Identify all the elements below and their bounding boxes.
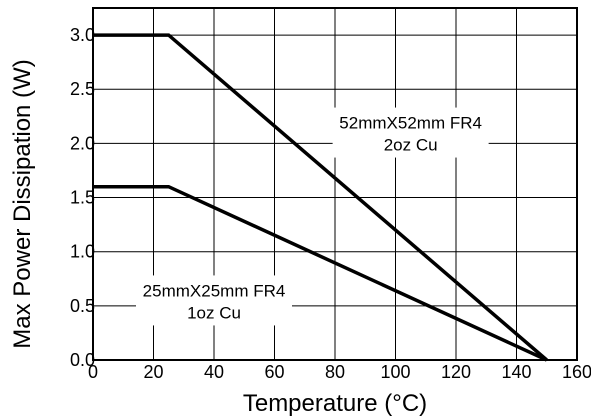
grid-lines [93,8,577,360]
x-tick-label: 100 [380,362,410,382]
x-tick-label: 80 [325,362,345,382]
annotations: 52mmX52mm FR4 2oz Cu 25mmX25mm FR4 1oz Cu [136,107,489,326]
series-line [93,184,548,362]
y-tick-label: 2.0 [70,133,95,153]
x-tick-label: 120 [441,362,471,382]
x-tick-label: 20 [143,362,163,382]
x-tick-label: 0 [88,362,98,382]
annotation-text: 25mmX25mm FR4 [143,281,286,300]
y-tick-label: 3.0 [70,25,95,45]
annotation-text: 52mmX52mm FR4 [339,114,482,133]
y-tick-label: 1.0 [70,242,95,262]
annotation-background [136,275,292,326]
x-tick-label: 60 [264,362,284,382]
series-line [93,33,548,362]
y-tick-label: 0.5 [70,296,95,316]
annotation-text: 2oz Cu [384,136,438,155]
x-tick-label: 160 [562,362,591,382]
x-axis-title: Temperature (°C) [243,390,427,417]
plot-frame [92,7,578,361]
y-tick-label: 2.5 [70,79,95,99]
y-tick-label: 0.0 [70,350,95,370]
annotation-text: 1oz Cu [187,303,241,322]
series-layer [93,33,548,362]
annotation-background [332,107,489,158]
y-axis-title: Max Power Dissipation (W) [9,59,36,348]
x-tick-label: 40 [204,362,224,382]
y-tick-label: 1.5 [70,188,95,208]
tick-labels: 0 20 40 60 80 100 120 140 160 0.0 0.5 1.0 1.5 2.0 2.5 3… [70,25,591,382]
x-tick-label: 140 [501,362,531,382]
